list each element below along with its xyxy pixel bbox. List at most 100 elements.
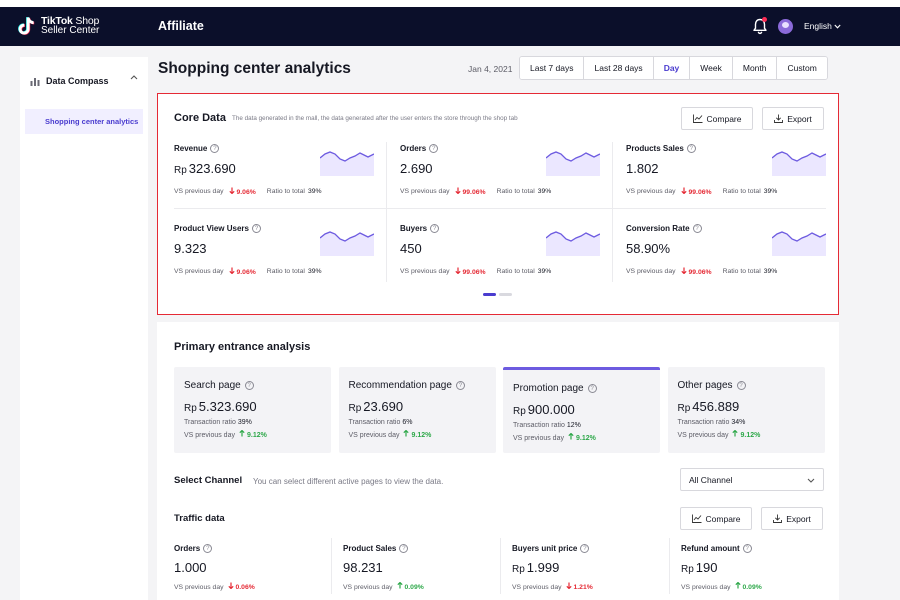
sidebar: Data Compass Shopping center analytics <box>20 57 148 600</box>
help-icon[interactable]: ? <box>210 144 220 153</box>
language-selector[interactable]: English <box>804 21 841 31</box>
vs-label: VS previous day <box>677 432 729 439</box>
help-icon[interactable]: ? <box>430 224 440 233</box>
channel-select[interactable]: All Channel <box>680 468 824 491</box>
avatar[interactable] <box>778 19 793 34</box>
sparkline-line <box>772 231 826 242</box>
tile-vs: VS previous day 9.12% <box>677 429 760 439</box>
traffic-metric[interactable]: Orders? 1.000 VS previous day 0.06% <box>174 544 334 600</box>
change-value: 99.06% <box>462 269 486 276</box>
metric-card[interactable]: Products Sales? 1.802 VS previous day 99.06… <box>626 142 838 222</box>
ratio-label: Ratio to total <box>266 268 305 275</box>
metric-card[interactable]: Conversion Rate? 58.90% VS previous day 99.… <box>626 222 838 302</box>
currency-label: Rp <box>348 403 362 414</box>
vs-label: VS previous day <box>174 584 224 591</box>
compare-button[interactable]: Compare <box>681 107 753 130</box>
tiktok-shop-logo[interactable]: TikTok Shop Seller Center <box>18 16 99 36</box>
help-icon[interactable]: ? <box>736 381 746 390</box>
tile-value-group: Rp 900.000 <box>513 402 575 417</box>
vs-label: VS previous day <box>343 584 393 591</box>
range-month[interactable]: Month <box>732 57 778 79</box>
ratio-value: 39% <box>307 188 322 195</box>
arrow-up-icon <box>239 429 245 437</box>
traffic-metric[interactable]: Buyers unit price? Rp 1.999 VS previous day… <box>512 544 672 600</box>
help-icon[interactable]: ? <box>203 544 213 553</box>
currency-label: Rp <box>677 403 691 414</box>
traffic-metric[interactable]: Refund amount? Rp 190 VS previous day 0.09% <box>681 544 841 600</box>
entrance-tile[interactable]: Promotion page? Rp 900.000 Transaction rati… <box>503 367 660 453</box>
help-icon[interactable]: ? <box>742 544 752 553</box>
arrow-down-icon <box>228 267 235 275</box>
metric-label: Orders <box>174 544 201 553</box>
metric-value-group: Rp 1.999 <box>512 560 559 575</box>
metric-card[interactable]: Revenue? Rp 323.690 VS previous day 9.06% Rat… <box>174 142 386 222</box>
traffic-metric[interactable]: Product Sales? 98.231 VS previous day 0.09% <box>343 544 503 600</box>
tile-label-group: Recommendation page? <box>349 380 465 391</box>
sidebar-item-shopping-center-analytics[interactable]: Shopping center analytics <box>25 109 143 134</box>
metric-label-group: Products Sales? <box>626 144 696 153</box>
tile-ratio: Transaction ratio 12% <box>513 422 581 429</box>
help-icon[interactable]: ? <box>429 144 439 153</box>
metric-value: 1.999 <box>526 560 560 575</box>
sidebar-group-data-compass[interactable]: Data Compass <box>30 71 142 91</box>
tile-ratio: Transaction ratio 39% <box>184 419 252 426</box>
tile-label: Promotion page <box>513 383 584 394</box>
top-section-title[interactable]: Affiliate <box>158 19 204 33</box>
tile-label: Other pages <box>677 380 733 391</box>
sparkline-chart <box>546 231 600 256</box>
help-icon[interactable]: ? <box>580 544 590 553</box>
metric-value: 9.323 <box>174 241 207 256</box>
help-icon[interactable]: ? <box>252 224 261 233</box>
ratio-label: Transaction ratio <box>348 419 401 426</box>
help-icon[interactable]: ? <box>692 224 702 233</box>
currency-label: Rp <box>184 403 197 414</box>
help-icon[interactable]: ? <box>244 381 254 390</box>
sparkline-line <box>320 151 374 162</box>
entrance-tile[interactable]: Search page? Rp 5.323.690 Transaction ratio… <box>174 367 331 453</box>
change-percent: 9.06% <box>228 267 256 276</box>
pager-dot-1[interactable] <box>483 293 496 296</box>
date-range-selector: Last 7 days Last 28 days Day Week Month … <box>519 56 828 80</box>
tile-vs: VS previous day 9.12% <box>349 429 431 439</box>
help-icon[interactable]: ? <box>399 544 409 553</box>
metric-value: 190 <box>695 560 718 575</box>
vs-label: VS previous day <box>626 268 676 275</box>
currency-label: Rp <box>681 564 694 575</box>
metric-card[interactable]: Buyers? 450 VS previous day 99.06% Ratio to … <box>400 222 612 302</box>
help-icon[interactable]: ? <box>587 384 597 393</box>
change-percent: 9.12% <box>732 429 760 439</box>
core-data-title: Core Data <box>174 112 226 124</box>
arrow-down-icon <box>454 187 461 195</box>
metric-card[interactable]: Orders? 2.690 VS previous day 99.06% Ratio t… <box>400 142 612 222</box>
metric-divider <box>612 142 613 282</box>
metric-value-group: Rp 190 <box>681 560 718 575</box>
metric-footer: VS previous day 9.06% Ratio to total 39% <box>174 187 322 196</box>
change-value: 0.09% <box>742 584 762 591</box>
metric-footer: VS previous day 99.06% Ratio to total 39% <box>626 187 777 196</box>
core-data-card: Core Data The data generated in the mall… <box>157 93 839 315</box>
range-last-28-days[interactable]: Last 28 days <box>584 57 654 79</box>
metric-card[interactable]: Product View Users? 9.323 VS previous day 9… <box>174 222 386 302</box>
range-last-7-days[interactable]: Last 7 days <box>520 57 585 79</box>
range-custom[interactable]: Custom <box>777 57 827 79</box>
metric-label: Product View Users <box>174 224 249 233</box>
traffic-compare-button[interactable]: Compare <box>680 507 752 530</box>
export-button[interactable]: Export <box>762 107 824 130</box>
metric-footer: VS previous day 99.06% Ratio to total 39% <box>400 267 551 276</box>
select-channel-hint: You can select different active pages to… <box>253 477 444 486</box>
arrow-up-icon <box>403 429 410 437</box>
top-navigation-bar: TikTok Shop Seller Center Affiliate Engl… <box>0 7 900 46</box>
pagination-dots <box>483 293 512 296</box>
pager-dot-2[interactable] <box>499 293 512 296</box>
range-day[interactable]: Day <box>653 57 691 79</box>
help-icon[interactable]: ? <box>686 144 696 153</box>
help-icon[interactable]: ? <box>455 381 465 390</box>
chevron-down-icon <box>834 24 841 29</box>
entrance-tile[interactable]: Recommendation page? Rp 23.690 Transaction … <box>338 367 496 453</box>
entrance-tile[interactable]: Other pages? Rp 456.889 Transaction ratio 34… <box>667 367 825 453</box>
line-chart-icon <box>691 514 702 523</box>
core-data-subtitle: The data generated in the mall, the data… <box>232 115 518 122</box>
ratio-label: Ratio to total <box>722 188 761 195</box>
traffic-export-button[interactable]: Export <box>761 507 823 530</box>
range-week[interactable]: Week <box>690 57 733 79</box>
